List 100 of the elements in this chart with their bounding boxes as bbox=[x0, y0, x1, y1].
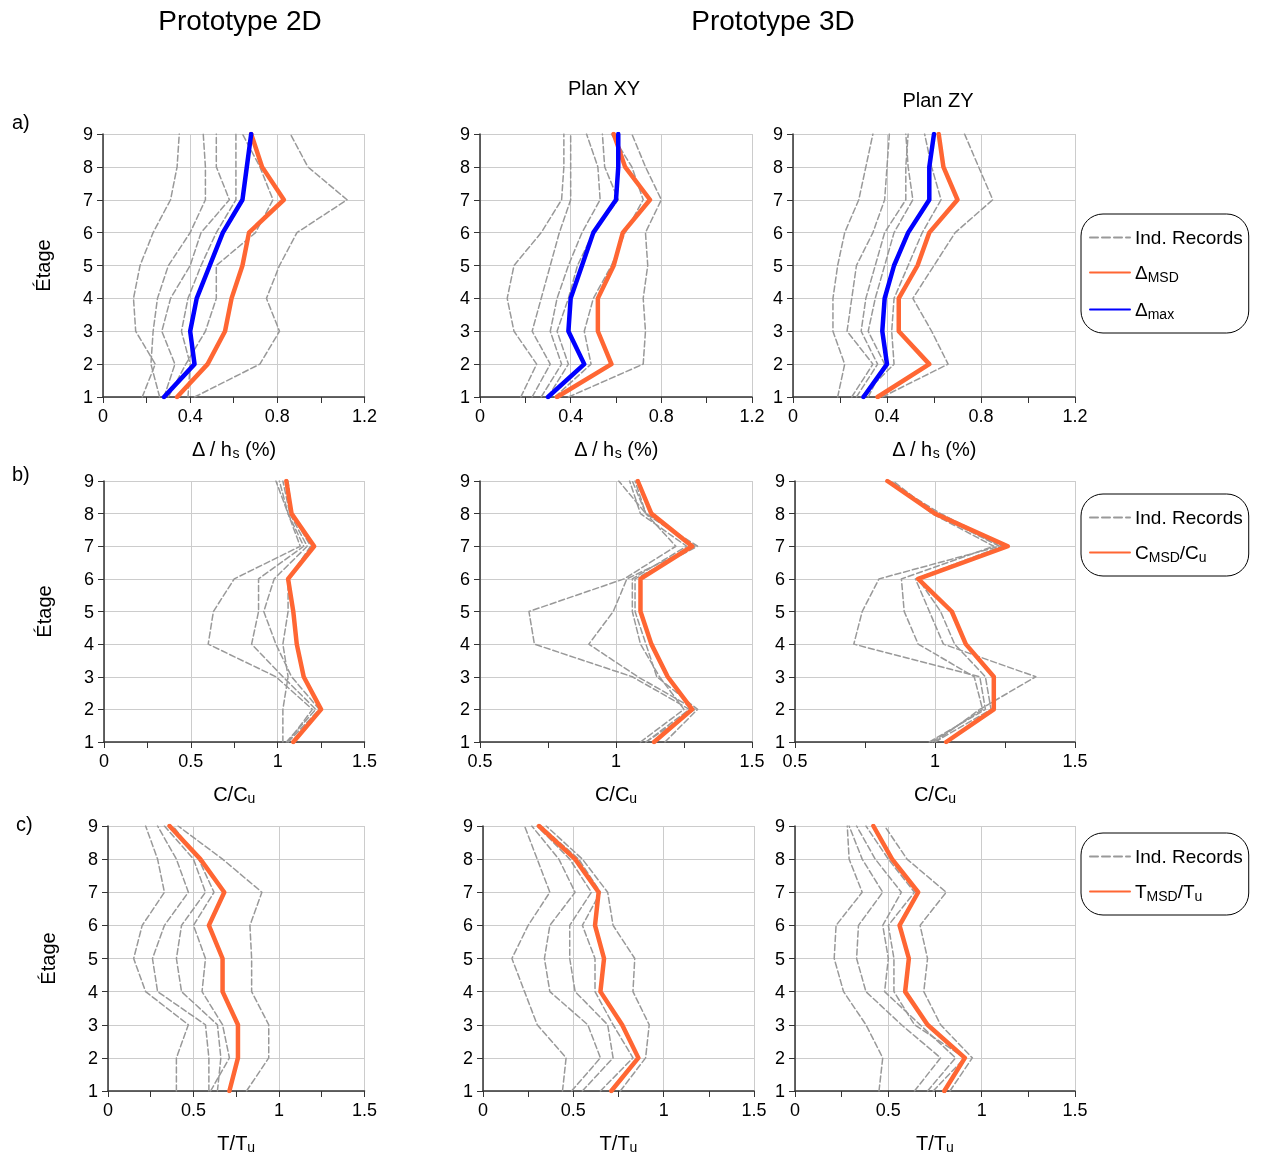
y-tick-label: 2 bbox=[83, 699, 94, 720]
y-tick-label: 4 bbox=[459, 288, 470, 309]
y-tick-label: 3 bbox=[772, 321, 783, 342]
y-tick-label: 2 bbox=[772, 354, 783, 375]
y-tick-label: 5 bbox=[462, 948, 473, 969]
y-tick-label: 7 bbox=[83, 536, 94, 557]
x-tick-label: 1.2 bbox=[739, 406, 765, 426]
text: b) bbox=[12, 463, 30, 485]
x-tick-label: 0 bbox=[98, 751, 110, 771]
x-tick-label: 0.5 bbox=[467, 751, 493, 771]
y-tick-label: 3 bbox=[774, 666, 785, 687]
legend-label: Ind. Records bbox=[1135, 227, 1243, 248]
y-tick-label: 1 bbox=[462, 1081, 473, 1101]
y-tick-label: 8 bbox=[87, 849, 98, 870]
y-tick-label: 7 bbox=[459, 189, 470, 210]
y-tick-label: 8 bbox=[774, 849, 785, 870]
y-tick-label: 9 bbox=[82, 124, 93, 144]
y-tick-label: 1 bbox=[774, 1081, 785, 1101]
y-tick-label: 3 bbox=[459, 666, 470, 687]
y-tick-label: 7 bbox=[82, 189, 93, 210]
y-tick-label: 4 bbox=[774, 634, 785, 655]
y-tick-label: 1 bbox=[772, 387, 783, 407]
x-tick-label: 1.2 bbox=[1062, 406, 1088, 426]
text: c) bbox=[16, 813, 33, 835]
y-tick-label: 3 bbox=[774, 1014, 785, 1035]
chart-title: Prototype 2D bbox=[158, 4, 322, 36]
y-tick-label: 8 bbox=[82, 156, 93, 177]
y-tick-label: 4 bbox=[459, 634, 470, 655]
y-tick-label: 5 bbox=[459, 255, 470, 276]
y-tick-label: 8 bbox=[459, 156, 470, 177]
y-tick-label: 3 bbox=[87, 1014, 98, 1035]
legend-label: Ind. Records bbox=[1135, 507, 1243, 528]
x-tick-label: 1 bbox=[976, 1100, 987, 1120]
x-tick-label: 0.4 bbox=[558, 406, 584, 426]
x-tick-label: 0 bbox=[789, 1100, 801, 1120]
chart-title: Plan ZY bbox=[902, 89, 974, 111]
y-tick-label: 7 bbox=[459, 536, 470, 557]
y-tick-label: 1 bbox=[459, 387, 470, 407]
y-tick-label: 8 bbox=[462, 849, 473, 870]
y-tick-label: 6 bbox=[772, 222, 783, 243]
x-tick-label: 0.5 bbox=[875, 1100, 901, 1120]
y-tick-label: 9 bbox=[462, 816, 473, 836]
y-tick-label: 4 bbox=[82, 288, 93, 309]
chart-subtitle: Plan XY bbox=[567, 77, 641, 99]
y-tick-label: 4 bbox=[87, 981, 98, 1002]
y-tick-label: 4 bbox=[774, 981, 785, 1002]
y-tick-label: 9 bbox=[772, 124, 783, 144]
y-tick-label: 8 bbox=[83, 503, 94, 524]
y-tick-label: 5 bbox=[83, 601, 94, 622]
y-tick-label: 5 bbox=[774, 948, 785, 969]
y-tick-label: 3 bbox=[459, 321, 470, 342]
y-tick-label: 6 bbox=[82, 222, 93, 243]
y-tick-label: 6 bbox=[462, 915, 473, 936]
x-tick-label: 1 bbox=[273, 1100, 284, 1120]
y-tick-label: 8 bbox=[459, 503, 470, 524]
y-tick-label: 8 bbox=[772, 156, 783, 177]
y-tick-label: 7 bbox=[774, 882, 785, 903]
y-tick-label: 2 bbox=[774, 1047, 785, 1068]
x-tick-label: 0.5 bbox=[782, 751, 808, 771]
y-tick-label: 9 bbox=[774, 471, 785, 491]
y-tick-label: 6 bbox=[83, 568, 94, 589]
x-tick-label: 0 bbox=[474, 406, 486, 426]
y-tick-label: 5 bbox=[774, 601, 785, 622]
y-tick-label: 2 bbox=[459, 699, 470, 720]
y-tick-label: 2 bbox=[82, 354, 93, 375]
y-tick-label: 5 bbox=[772, 255, 783, 276]
y-tick-label: 5 bbox=[82, 255, 93, 276]
chart-title: Prototype 3D bbox=[691, 4, 855, 36]
x-tick-label: 0.4 bbox=[874, 406, 900, 426]
x-tick-label: 0.4 bbox=[177, 406, 203, 426]
y-tick-label: 6 bbox=[87, 915, 98, 936]
x-tick-label: 0 bbox=[97, 406, 109, 426]
x-tick-label: 1 bbox=[658, 1100, 669, 1120]
x-tick-label: 0.5 bbox=[560, 1100, 586, 1120]
y-tick-label: 3 bbox=[82, 321, 93, 342]
y-tick-label: 2 bbox=[462, 1047, 473, 1068]
y-tick-label: 6 bbox=[774, 915, 785, 936]
y-tick-label: 9 bbox=[83, 471, 94, 491]
y-tick-label: 5 bbox=[459, 601, 470, 622]
x-tick-label: 0 bbox=[477, 1100, 489, 1120]
y-tick-label: 4 bbox=[462, 981, 473, 1002]
x-tick-label: 1 bbox=[610, 751, 622, 771]
x-tick-label: 1 bbox=[929, 751, 941, 771]
y-tick-label: 2 bbox=[459, 354, 470, 375]
x-tick-label: 1.5 bbox=[739, 751, 765, 771]
x-tick-label: 0 bbox=[102, 1100, 114, 1120]
y-tick-label: 3 bbox=[83, 666, 94, 687]
x-tick-label: 0.5 bbox=[180, 1100, 207, 1120]
x-tick-label: 1.5 bbox=[741, 1100, 767, 1120]
y-axis-title: Étage bbox=[33, 585, 55, 638]
y-tick-label: 2 bbox=[87, 1047, 98, 1068]
y-tick-label: 4 bbox=[83, 634, 94, 655]
text: a) bbox=[12, 111, 30, 133]
y-tick-label: 6 bbox=[774, 568, 785, 589]
y-tick-label: 1 bbox=[82, 387, 93, 407]
y-tick-label: 8 bbox=[774, 503, 785, 524]
y-tick-label: 1 bbox=[774, 732, 785, 752]
legend-label: Ind. Records bbox=[1135, 846, 1243, 867]
y-tick-label: 2 bbox=[774, 699, 785, 720]
x-tick-label: 1.2 bbox=[351, 406, 377, 426]
